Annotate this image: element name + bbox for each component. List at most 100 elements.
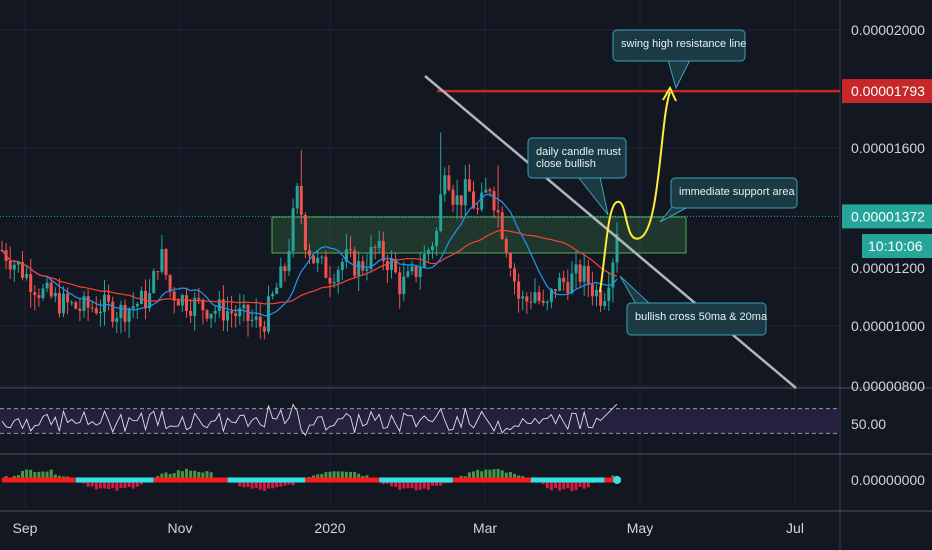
candle-body[interactable] xyxy=(295,185,299,209)
candle-body[interactable] xyxy=(525,296,529,302)
candle-body[interactable] xyxy=(209,313,213,319)
candle-body[interactable] xyxy=(361,261,365,271)
candle-body[interactable] xyxy=(78,308,82,311)
candle-body[interactable] xyxy=(328,277,332,284)
candle-body[interactable] xyxy=(390,259,393,271)
candle-body[interactable] xyxy=(127,308,131,322)
candle-body[interactable] xyxy=(570,273,574,294)
candle-body[interactable] xyxy=(12,264,16,270)
candle-body[interactable] xyxy=(185,295,188,311)
candle-body[interactable] xyxy=(90,307,94,309)
candle-body[interactable] xyxy=(517,281,521,299)
candle-body[interactable] xyxy=(394,259,398,273)
candle-body[interactable] xyxy=(74,302,78,309)
candle-body[interactable] xyxy=(443,175,447,195)
candle-body[interactable] xyxy=(226,311,229,321)
candle-body[interactable] xyxy=(275,287,279,294)
candle-body[interactable] xyxy=(414,266,418,277)
candle-body[interactable] xyxy=(513,268,516,282)
candle-body[interactable] xyxy=(504,239,508,253)
candle-body[interactable] xyxy=(566,282,570,294)
candle-body[interactable] xyxy=(258,316,262,327)
candle-body[interactable] xyxy=(402,276,406,295)
candle-body[interactable] xyxy=(451,189,455,205)
candle-body[interactable] xyxy=(299,185,303,215)
candle-body[interactable] xyxy=(131,306,135,309)
candle-body[interactable] xyxy=(344,249,348,262)
candle-body[interactable] xyxy=(554,289,557,291)
candle-body[interactable] xyxy=(250,319,254,321)
candle-body[interactable] xyxy=(94,308,98,314)
candle-body[interactable] xyxy=(152,271,156,294)
candle-body[interactable] xyxy=(381,240,385,262)
candle-body[interactable] xyxy=(463,179,467,206)
candle-body[interactable] xyxy=(86,296,90,308)
candle-body[interactable] xyxy=(168,275,172,292)
candle-body[interactable] xyxy=(283,266,287,272)
candle-body[interactable] xyxy=(324,256,328,278)
candle-body[interactable] xyxy=(410,266,414,272)
candle-body[interactable] xyxy=(607,287,611,302)
candle-body[interactable] xyxy=(459,195,463,206)
candle-body[interactable] xyxy=(385,261,389,271)
candle-body[interactable] xyxy=(160,249,164,272)
candle-body[interactable] xyxy=(98,311,102,314)
candle-body[interactable] xyxy=(287,251,291,272)
candle-body[interactable] xyxy=(484,189,488,193)
candle-body[interactable] xyxy=(312,255,316,264)
candle-body[interactable] xyxy=(455,195,459,205)
candle-body[interactable] xyxy=(234,313,238,317)
candle-body[interactable] xyxy=(115,318,119,322)
candle-body[interactable] xyxy=(176,300,180,306)
candle-body[interactable] xyxy=(217,299,221,311)
candle-body[interactable] xyxy=(480,192,484,210)
candle-body[interactable] xyxy=(332,282,336,284)
candle-body[interactable] xyxy=(279,266,283,288)
candle-body[interactable] xyxy=(308,250,311,256)
candle-body[interactable] xyxy=(41,288,45,299)
candle-body[interactable] xyxy=(238,308,242,317)
candle-body[interactable] xyxy=(111,301,115,322)
candle-body[interactable] xyxy=(562,277,566,283)
candle-body[interactable] xyxy=(496,210,500,213)
candle-body[interactable] xyxy=(508,252,512,269)
candle-body[interactable] xyxy=(33,292,37,296)
candle-body[interactable] xyxy=(123,304,127,322)
candle-body[interactable] xyxy=(271,293,275,297)
candle-body[interactable] xyxy=(62,293,65,314)
candle-body[interactable] xyxy=(45,282,49,289)
candle-body[interactable] xyxy=(488,189,492,192)
candle-body[interactable] xyxy=(398,272,402,295)
candle-body[interactable] xyxy=(303,214,307,251)
candle-body[interactable] xyxy=(197,297,201,300)
candle-body[interactable] xyxy=(603,301,607,306)
candle-body[interactable] xyxy=(29,274,33,293)
candle-body[interactable] xyxy=(447,175,451,190)
candle-body[interactable] xyxy=(467,179,471,192)
candle-body[interactable] xyxy=(201,299,205,311)
candle-body[interactable] xyxy=(365,268,369,271)
candle-body[interactable] xyxy=(316,257,320,264)
candle-body[interactable] xyxy=(586,266,590,285)
candle-body[interactable] xyxy=(37,295,41,299)
candle-body[interactable] xyxy=(541,300,545,303)
candle-body[interactable] xyxy=(107,294,111,302)
candle-body[interactable] xyxy=(70,302,74,304)
candle-body[interactable] xyxy=(582,266,586,282)
candle-body[interactable] xyxy=(426,250,430,255)
candle-body[interactable] xyxy=(418,267,422,277)
candle-body[interactable] xyxy=(262,326,266,332)
candle-body[interactable] xyxy=(574,264,578,274)
candle-body[interactable] xyxy=(230,311,234,314)
candle-body[interactable] xyxy=(144,290,147,309)
candle-body[interactable] xyxy=(549,289,553,302)
candle-body[interactable] xyxy=(533,292,537,303)
candle-body[interactable] xyxy=(119,304,123,319)
candle-body[interactable] xyxy=(53,292,57,297)
candle-body[interactable] xyxy=(21,262,24,278)
candle-body[interactable] xyxy=(103,294,106,312)
candle-body[interactable] xyxy=(578,264,582,282)
candle-body[interactable] xyxy=(472,191,475,209)
candle-body[interactable] xyxy=(435,230,439,247)
candle-body[interactable] xyxy=(521,296,525,299)
